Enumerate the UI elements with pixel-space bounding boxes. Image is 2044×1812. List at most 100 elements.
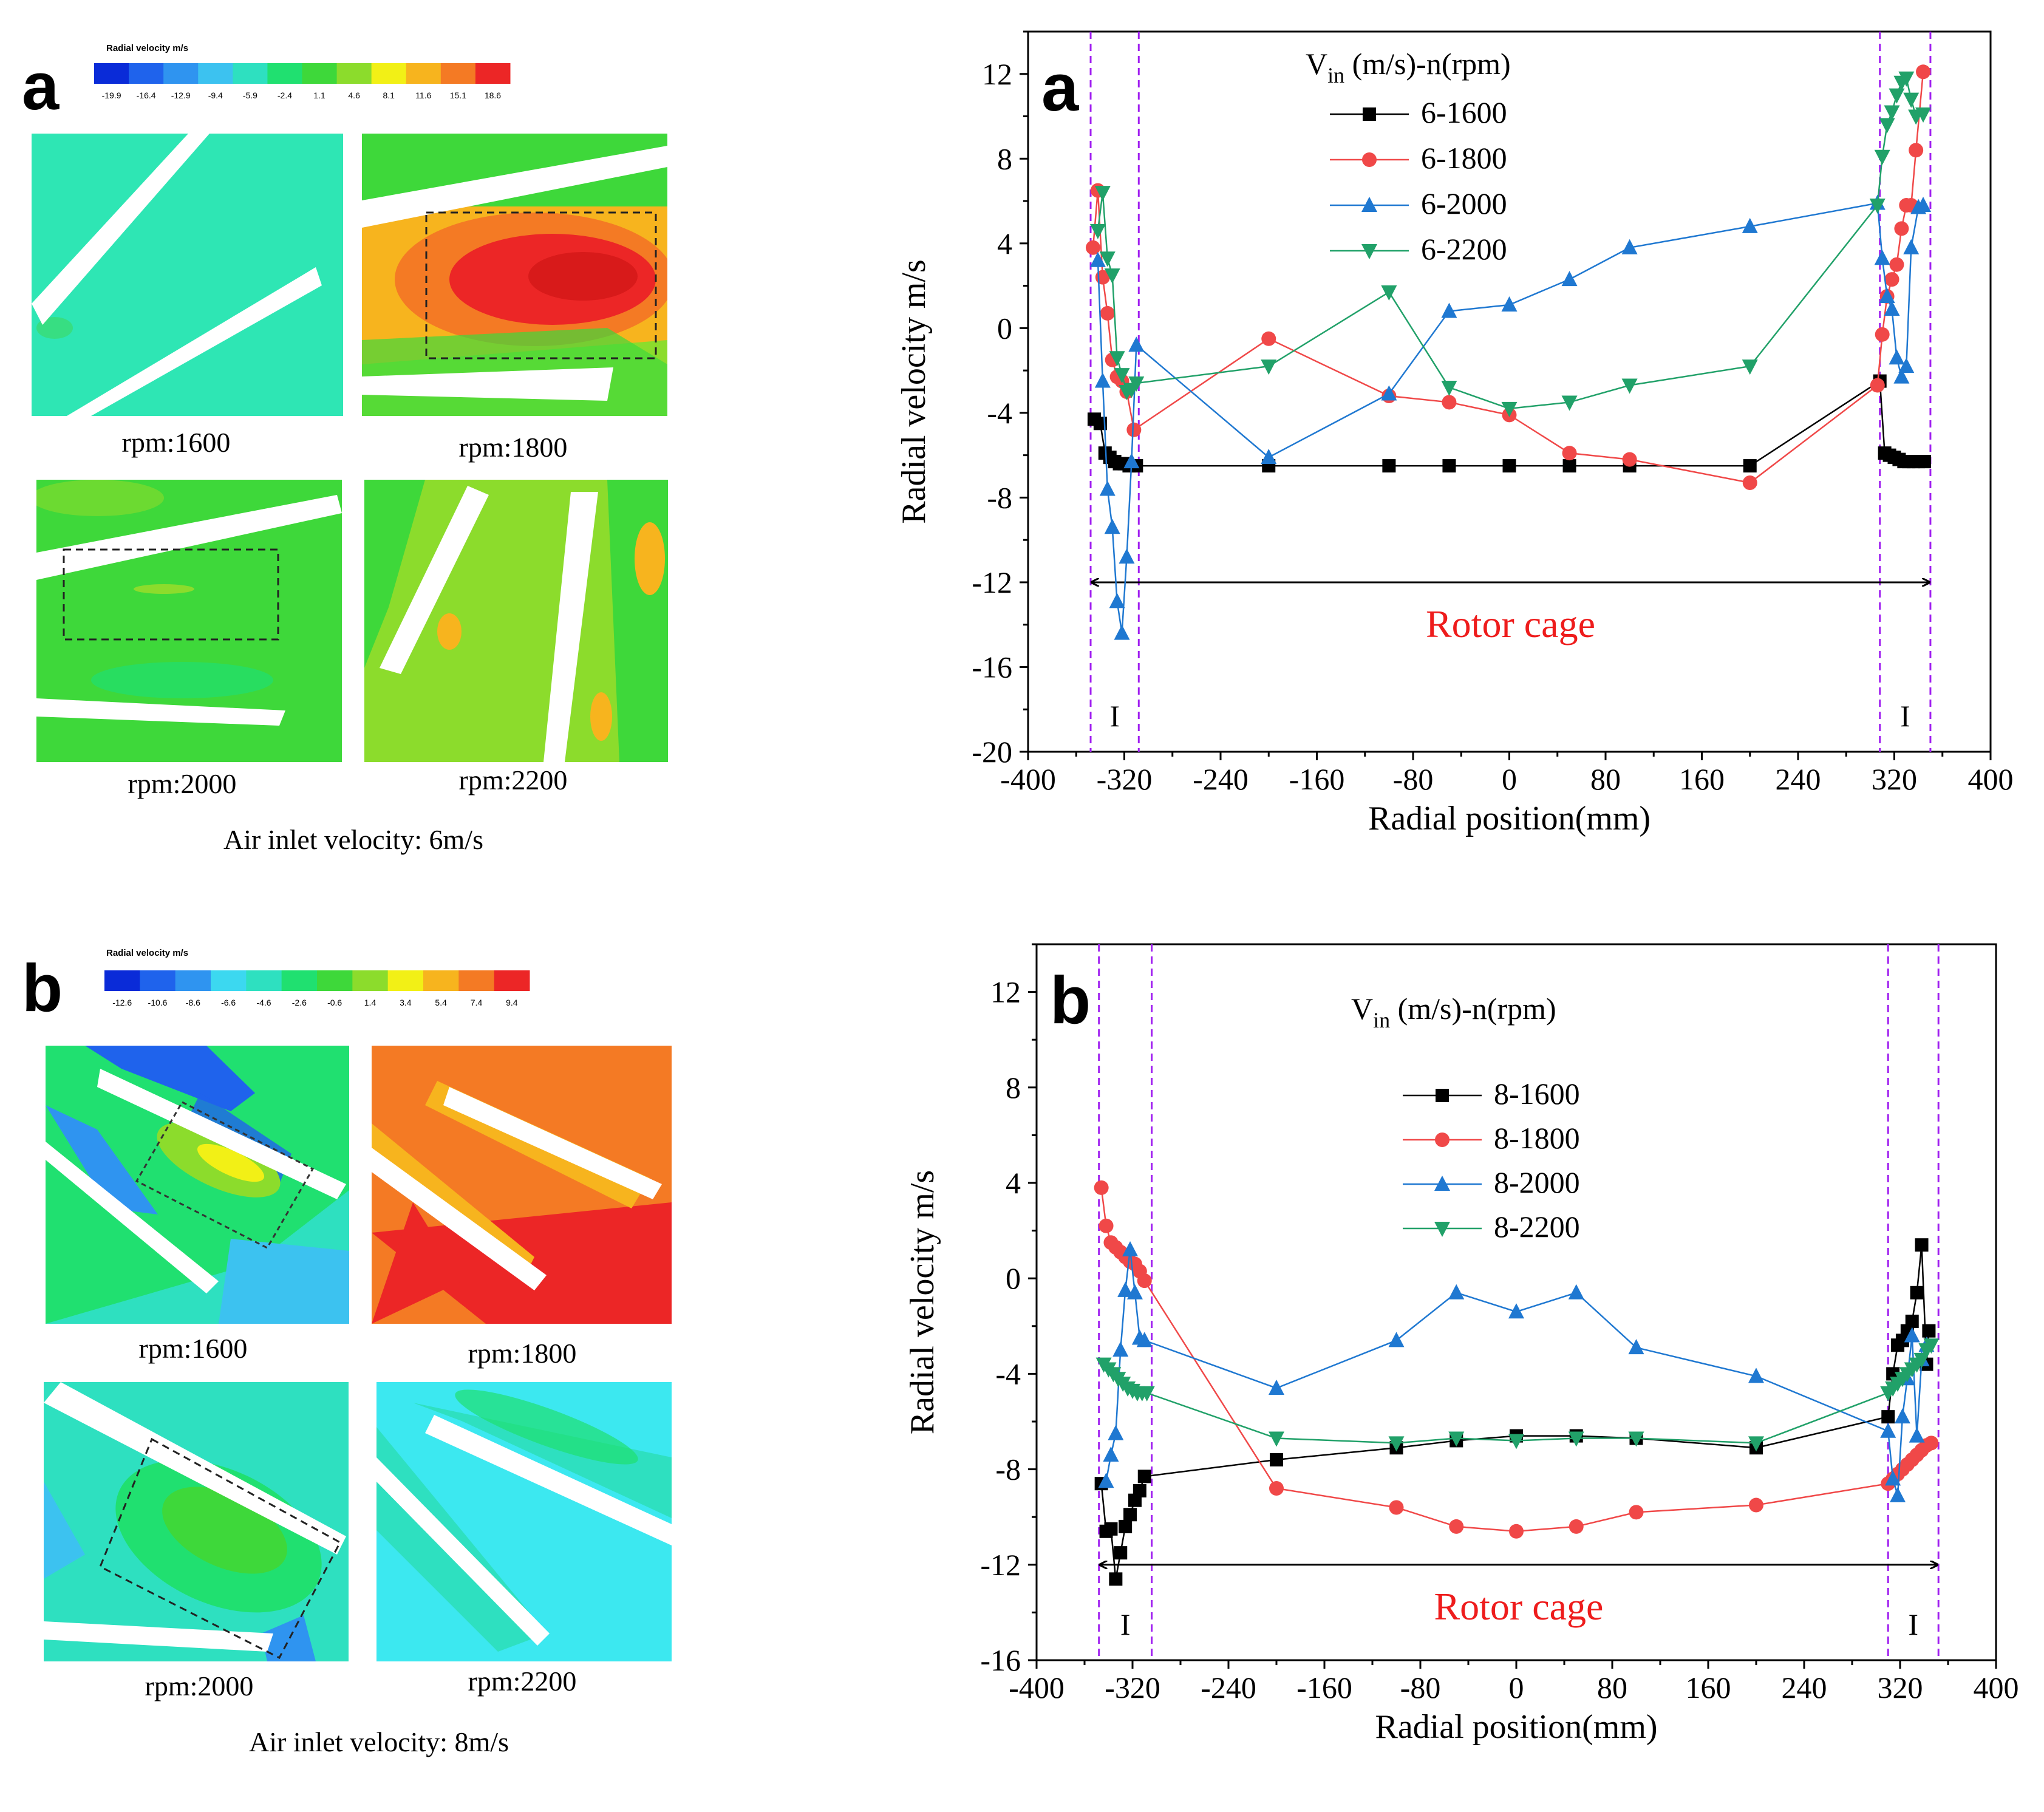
chartA-point-6-1600-10 [1382,459,1396,473]
chartA-ytick-label-3: -8 [987,480,1012,514]
caption-a-2200: rpm:2200 [459,765,568,795]
cbB-swatch-7 [352,970,389,991]
chartB-point-8-1600-17 [1881,1410,1895,1424]
chartA-point-6-1600-13 [1562,459,1576,473]
chartB-point-8-1800-1 [1099,1218,1114,1233]
caption-a-2000: rpm:2000 [128,768,237,799]
cbA-tick-3: -9.4 [208,90,223,100]
chartA-point-6-1800-20 [1889,257,1904,272]
chartA-xtick-label-4: -80 [1393,762,1434,796]
chartB-legend-label-2: 8-2000 [1494,1165,1580,1199]
cbA-swatch-1 [129,63,164,84]
chartB-point-8-2000-0 [1098,1473,1114,1488]
chartA-point-6-2000-5 [1114,624,1130,640]
cbA-tick-10: 15.1 [450,90,466,100]
contour-b-1600 [46,1046,349,1324]
panel-a-contours: a Radial velocity m/s -19.9 -16.4 -12.9 -9.… [22,43,668,855]
caption-b-1800: rpm:1800 [468,1338,577,1369]
chartB-point-8-2000-21 [1904,1327,1920,1343]
cbB-swatch-9 [423,970,459,991]
chartA-point-6-2000-18 [1879,288,1895,304]
chartA-point-6-2000-12 [1501,296,1518,312]
chartB-point-8-2000-19 [1894,1408,1910,1424]
chartB-point-8-2000-22 [1909,1427,1925,1443]
cbB-tick-11: 9.4 [506,998,518,1007]
chartB-point-8-2000-17 [1885,1470,1901,1486]
chartB-point-8-1600-2 [1104,1522,1118,1536]
cbA-swatch-0 [94,63,129,84]
chartA-xlabel: Radial position(mm) [1368,800,1651,837]
chartA-point-6-2200-23 [1903,92,1920,108]
chartB-point-8-2000-9 [1269,1379,1284,1395]
chartA-legend-label-2: 6-2000 [1421,186,1507,220]
cbA-swatch-10 [440,63,476,84]
chartB-point-8-1800-10 [1269,1481,1284,1496]
chartA-point-6-2000-25 [1915,197,1932,213]
cbA-tick-7: 4.6 [348,90,360,100]
contour-a-1800 [362,134,667,416]
chartB-ytick-label-4: 0 [1006,1261,1021,1295]
chartA-ytick-label-2: -12 [972,565,1012,599]
chartB-point-8-2000-11 [1448,1284,1465,1299]
panel-b-colorbar-title: Radial velocity m/s [106,948,188,958]
chartB-point-8-1600-6 [1123,1508,1137,1522]
chartA-point-6-2000-10 [1381,385,1397,401]
chartA-ytick-label-7: 8 [997,141,1012,175]
cbB-swatch-10 [458,970,495,991]
cbA-swatch-9 [406,63,441,84]
chartA-ytick-label-4: -4 [987,396,1012,430]
chartA-point-6-2200-17 [1874,149,1890,165]
chartB-legend-label-1: 8-1800 [1494,1121,1580,1155]
chartB-series-8-1800 [1094,1180,1939,1539]
chartB-point-8-2000-5 [1122,1241,1139,1257]
chartB-legend-marker-0 [1436,1089,1449,1102]
chartA-point-6-1600-12 [1502,459,1516,473]
chartA-ytick-label-8: 12 [982,57,1012,91]
cbB-tick-1: -10.6 [148,998,168,1007]
chartB-point-8-1800-12 [1449,1519,1464,1534]
chartB-point-8-2000-10 [1388,1332,1405,1347]
chartA-point-6-2200-1 [1094,186,1111,202]
chartA-point-6-2000-4 [1109,593,1125,608]
chartB-point-8-2000-1 [1103,1446,1119,1462]
chartA-point-6-2000-14 [1621,239,1638,254]
cbA-tick-6: 1.1 [313,90,325,100]
contour-b-2000 [44,1382,349,1661]
chartB-point-8-2000-8 [1136,1332,1153,1347]
chartB-point-8-2200-15 [1628,1431,1644,1447]
cbA-tick-11: 18.6 [485,90,501,100]
chartA-legend-marker-2 [1361,197,1377,212]
cbB-swatch-1 [140,970,176,991]
chartA-point-6-2000-1 [1094,372,1111,388]
chartA-xtick-label-7: 160 [1679,762,1725,796]
chartB-point-8-1600-24 [1915,1238,1929,1252]
cbB-tick-4: -4.6 [256,998,271,1007]
chartA-point-6-2200-22 [1898,71,1915,87]
cbA-swatch-3 [198,63,233,84]
chartB-xtick-label-2: -240 [1201,1671,1256,1705]
chartB-ytick-label-2: -8 [995,1453,1021,1487]
chartB-series-8-2200 [1095,1338,1940,1452]
cbB-swatch-2 [175,970,211,991]
chartA-legend-label-0: 6-1600 [1421,95,1507,129]
chartA-point-6-1800-17 [1875,327,1890,342]
chartB-legend-label-0: 8-1600 [1494,1077,1580,1111]
chartA-xtick-label-8: 240 [1776,762,1821,796]
chartA-point-6-2200-0 [1089,223,1106,239]
chartB-xtick-label-6: 80 [1597,1671,1627,1705]
chartA-point-6-2000-23 [1903,239,1920,254]
chartA-series-6-2000 [1089,194,1932,640]
chartB-point-8-2200-9 [1139,1386,1155,1402]
cbA-swatch-5 [267,63,302,84]
chartA-point-6-1800-25 [1916,64,1931,80]
chartB-point-8-1600-5 [1119,1519,1133,1533]
chartA-point-6-2000-21 [1893,368,1910,384]
chartB-point-8-2000-4 [1117,1281,1134,1297]
cbA-swatch-8 [371,63,407,84]
contour-a-2200 [364,480,668,762]
cbB-tick-8: 3.4 [400,998,412,1007]
chartA-point-6-2000-15 [1742,217,1758,233]
chartB-point-8-1600-8 [1133,1483,1146,1497]
chartA-series-6-1800 [1085,64,1931,490]
cbA-tick-5: -2.4 [278,90,292,100]
